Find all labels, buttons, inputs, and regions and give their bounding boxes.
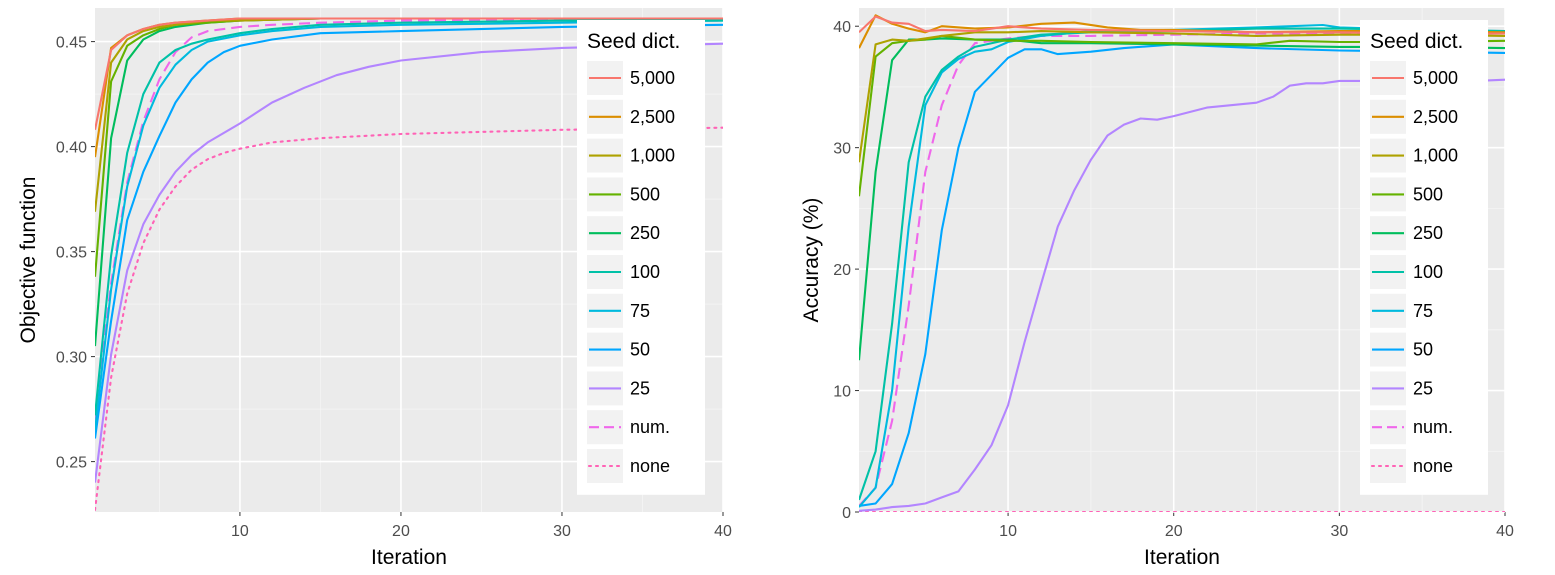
y-tick-label: 0.45: [56, 35, 87, 52]
series-line-500: [859, 34, 1505, 197]
objective-function-chart: 10 20 30 40 0.25 0.30 0.35 0.40 0.45 Iteration Obj…: [17, 8, 732, 569]
legend-label-none: none: [1413, 456, 1453, 476]
y-tick-label: 0.30: [56, 350, 87, 367]
y-tick-label: 0.40: [56, 140, 87, 157]
x-tick-label: 10: [999, 523, 1017, 540]
x-axis-label: Iteration: [1144, 546, 1220, 569]
legend-label-50: 50: [1413, 340, 1433, 360]
legend-title: Seed dict.: [1370, 30, 1463, 53]
legend-label-75: 75: [1413, 301, 1433, 321]
series-line-none: [95, 126, 723, 511]
legend-label-1000: 1,000: [1413, 146, 1458, 166]
legend-label-250: 250: [1413, 223, 1443, 243]
legend-label-2500: 2,500: [1413, 107, 1458, 127]
legend-label-100: 100: [630, 262, 660, 282]
series-line-5000: [95, 17, 723, 131]
series-line-50: [95, 23, 723, 439]
y-tick-label: 40: [833, 19, 851, 36]
x-tick-label: 20: [392, 523, 410, 540]
series-line-100: [859, 27, 1505, 501]
series-group: [859, 14, 1505, 512]
x-tick-label: 40: [1496, 523, 1514, 540]
series-line-25: [95, 42, 723, 483]
series-line-25: [859, 78, 1505, 512]
series-line-75: [859, 23, 1505, 508]
accuracy-chart: 10 20 30 40 0 10 20 30 40 Iteration Accuracy (%) Se…: [800, 8, 1514, 569]
x-tick-label: 30: [1330, 523, 1348, 540]
legend-label-25: 25: [630, 378, 650, 398]
x-tick-label: 40: [714, 523, 732, 540]
series-line-50: [859, 43, 1505, 507]
legend-label-500: 500: [630, 184, 660, 204]
series-line-75: [95, 19, 723, 431]
y-axis-label: Accuracy (%): [800, 198, 823, 323]
y-tick-label: 30: [833, 141, 851, 158]
legend-label-1000: 1,000: [630, 146, 675, 166]
legend-label-none: none: [630, 456, 670, 476]
legend-label-2500: 2,500: [630, 107, 675, 127]
legend-label-num: num.: [630, 417, 670, 437]
legend-label-250: 250: [630, 223, 660, 243]
x-axis-label: Iteration: [371, 546, 447, 569]
y-tick-label: 0.35: [56, 245, 87, 262]
y-tick-label: 0: [842, 505, 851, 522]
series-line-250: [859, 37, 1505, 361]
series-line-100: [95, 19, 723, 416]
legend-label-75: 75: [630, 301, 650, 321]
legend-label-num: num.: [1413, 417, 1453, 437]
legend-label-50: 50: [630, 340, 650, 360]
series-group: [95, 17, 723, 511]
legend-label-500: 500: [1413, 184, 1443, 204]
y-tick-label: 20: [833, 262, 851, 279]
x-tick-label: 20: [1165, 523, 1183, 540]
legend-title: Seed dict.: [587, 30, 680, 53]
legend-label-5000: 5,000: [630, 68, 675, 88]
y-tick-label: 10: [833, 384, 851, 401]
legend: Seed dict. 5,000 2,500 1,000 500 250 100 75 50 25…: [577, 20, 705, 495]
legend-label-100: 100: [1413, 262, 1443, 282]
legend: Seed dict. 5,000 2,500 1,000 500 250 100 75 50 25…: [1360, 20, 1488, 495]
series-line-5000: [859, 15, 1505, 35]
y-tick-label: 0.25: [56, 455, 87, 472]
legend-label-5000: 5,000: [1413, 68, 1458, 88]
series-line-num: [95, 19, 723, 420]
series-line-1000: [859, 30, 1505, 163]
legend-label-25: 25: [1413, 378, 1433, 398]
y-axis-label: Objective function: [17, 177, 40, 344]
x-tick-label: 30: [553, 523, 571, 540]
x-tick-label: 10: [231, 523, 249, 540]
